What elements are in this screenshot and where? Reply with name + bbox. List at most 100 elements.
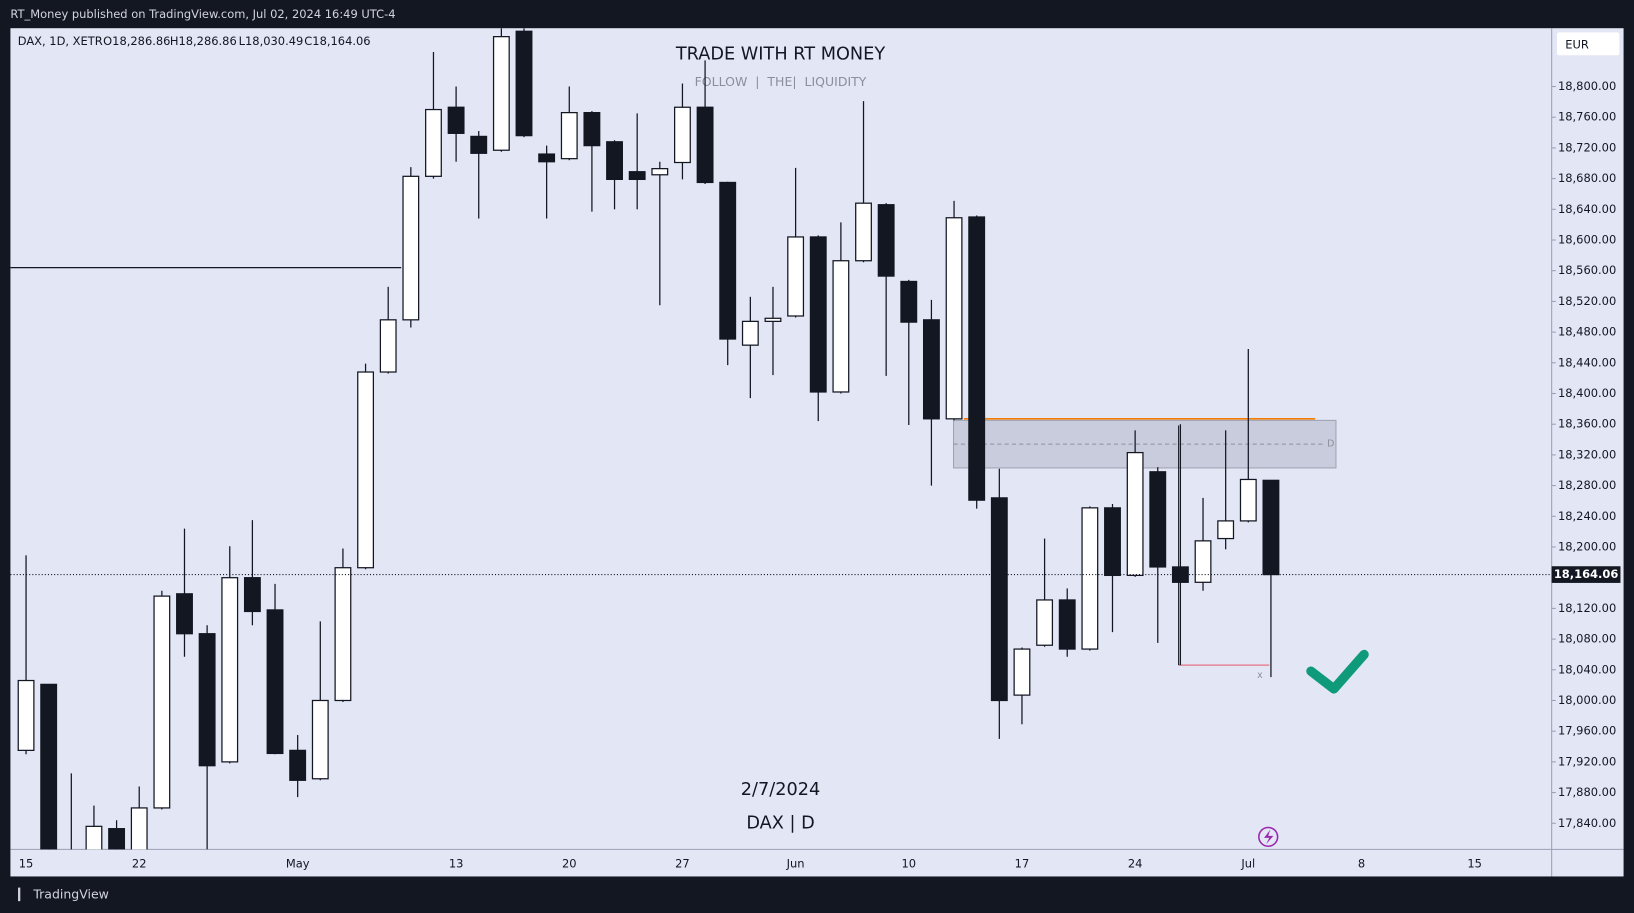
x-tick-label: 10 bbox=[901, 856, 916, 870]
candle-body bbox=[221, 577, 239, 763]
x-tick-label: Jul bbox=[1240, 856, 1255, 870]
candle-body bbox=[289, 749, 307, 781]
candle-body bbox=[696, 106, 714, 184]
y-tick-label: 18,560.00 bbox=[1558, 263, 1616, 277]
candle-body bbox=[990, 497, 1008, 702]
candle-body bbox=[447, 106, 465, 134]
candle-body bbox=[425, 108, 442, 177]
last-price-label: 18,164.06 bbox=[1554, 567, 1619, 581]
y-tick-label: 18,440.00 bbox=[1558, 355, 1616, 369]
y-tick-label: 18,680.00 bbox=[1558, 171, 1616, 185]
y-tick-label: 18,280.00 bbox=[1558, 478, 1616, 492]
candle-body bbox=[311, 699, 329, 780]
candle-body bbox=[741, 320, 759, 346]
candle-body bbox=[719, 181, 737, 340]
y-tick-label: 18,000.00 bbox=[1558, 693, 1616, 707]
candle-body bbox=[334, 567, 352, 702]
candle-body bbox=[538, 153, 556, 163]
currency-box[interactable] bbox=[1556, 32, 1620, 56]
x-tick-label: 8 bbox=[1358, 856, 1365, 870]
candle-body bbox=[832, 260, 850, 393]
candle-body bbox=[108, 828, 126, 850]
candle-body bbox=[560, 111, 578, 160]
brand-icon: ❙ bbox=[14, 886, 25, 902]
x-tick-label: 22 bbox=[132, 856, 147, 870]
candle-body bbox=[764, 317, 782, 322]
candle-body bbox=[1013, 648, 1031, 696]
ohlc-close: C18,164.06 bbox=[304, 34, 370, 48]
candle-body bbox=[651, 168, 669, 176]
candle-body bbox=[922, 319, 940, 420]
x-tick-label: 24 bbox=[1128, 856, 1143, 870]
y-tick-label: 18,520.00 bbox=[1558, 294, 1616, 308]
ohlc-low: L18,030.49 bbox=[239, 34, 304, 48]
check-mark bbox=[1306, 649, 1369, 694]
candle-body bbox=[243, 577, 261, 613]
candle-body bbox=[153, 595, 171, 809]
candle-body bbox=[492, 36, 510, 151]
x-tick-label: 20 bbox=[562, 856, 577, 870]
published: RT_Money published on TradingView.com, J… bbox=[10, 7, 395, 21]
candle-body bbox=[470, 135, 488, 154]
plot-area bbox=[10, 28, 1624, 877]
event-icon[interactable] bbox=[1258, 826, 1279, 848]
low-label: x bbox=[1257, 670, 1263, 681]
chart-title: TRADE WITH RT MONEY bbox=[675, 44, 886, 64]
y-tick-label: 18,800.00 bbox=[1558, 79, 1616, 93]
candle-body bbox=[357, 371, 375, 569]
y-tick-label: 18,240.00 bbox=[1558, 509, 1616, 523]
x-tick-label: May bbox=[286, 856, 310, 870]
zone-label: D bbox=[1327, 439, 1334, 450]
candle-body bbox=[674, 106, 691, 164]
candle-body bbox=[402, 175, 420, 321]
candle-body bbox=[1081, 507, 1099, 650]
candle-body bbox=[945, 217, 963, 420]
brand: TradingView bbox=[32, 887, 109, 902]
ohlc-open: O18,286.86 bbox=[103, 34, 170, 48]
y-tick-label: 18,080.00 bbox=[1558, 632, 1616, 646]
candle-body bbox=[1194, 540, 1212, 583]
annotation: DAX | D bbox=[746, 813, 814, 833]
candle-body bbox=[606, 141, 623, 181]
annotation: 2/7/2024 bbox=[741, 780, 821, 800]
y-tick-label: 18,360.00 bbox=[1558, 417, 1616, 431]
candle-body bbox=[628, 171, 646, 181]
last-price-box bbox=[1551, 566, 1621, 583]
x-tick-label: 13 bbox=[449, 856, 464, 870]
candle-body bbox=[266, 609, 284, 755]
candle-body bbox=[85, 825, 103, 850]
candle-body bbox=[1149, 471, 1167, 568]
candle-body bbox=[583, 111, 601, 147]
candle-body bbox=[17, 679, 35, 751]
candle-body bbox=[130, 807, 148, 850]
candle-body bbox=[1217, 520, 1235, 540]
candle-body bbox=[198, 633, 216, 767]
x-tick-label: 17 bbox=[1015, 856, 1030, 870]
y-tick-label: 18,120.00 bbox=[1558, 601, 1616, 615]
event-icon-bolt[interactable] bbox=[1264, 829, 1274, 845]
x-tick-label: 15 bbox=[19, 856, 34, 870]
y-tick-label: 18,720.00 bbox=[1558, 140, 1616, 154]
symbol: DAX, 1D, XETR bbox=[18, 34, 103, 48]
y-tick-label: 17,880.00 bbox=[1558, 785, 1616, 799]
candle-body bbox=[877, 204, 895, 277]
plot: Dx bbox=[10, 28, 1337, 850]
candle-body bbox=[1036, 599, 1054, 646]
candle-body bbox=[968, 216, 986, 501]
x-tick-label: 27 bbox=[675, 856, 690, 870]
y-tick-label: 18,760.00 bbox=[1558, 110, 1616, 124]
candle-body bbox=[379, 319, 397, 373]
x-tick-label: Jun bbox=[786, 856, 805, 870]
candle-body bbox=[1239, 478, 1257, 522]
candle-body bbox=[1104, 507, 1121, 577]
candle-body bbox=[900, 280, 918, 323]
candle-body bbox=[515, 30, 533, 137]
chart-subtitle: FOLLOW | THE| LIQUIDITY bbox=[695, 74, 867, 89]
y-tick-label: 18,640.00 bbox=[1558, 202, 1616, 216]
y-tick-label: 18,200.00 bbox=[1558, 539, 1616, 553]
y-tick-label: 18,320.00 bbox=[1558, 447, 1616, 461]
currency[interactable]: EUR bbox=[1565, 37, 1589, 51]
candle-body bbox=[1126, 451, 1144, 577]
